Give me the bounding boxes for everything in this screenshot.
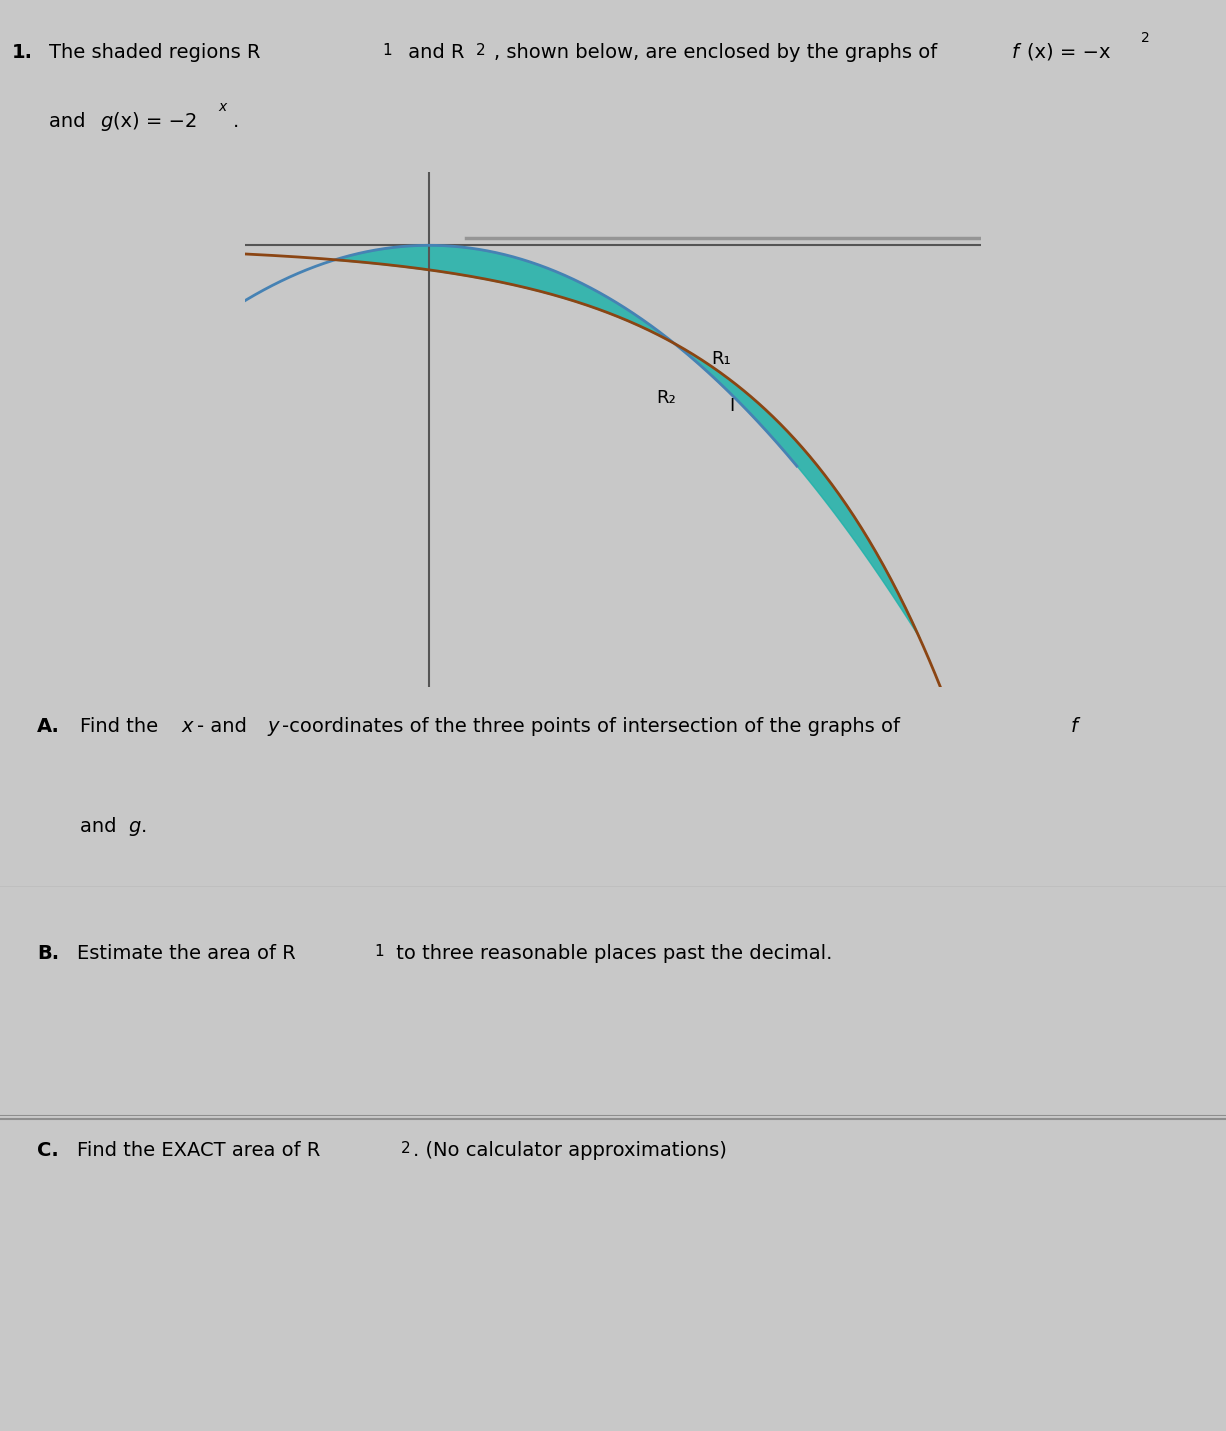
Text: . (No calculator approximations): . (No calculator approximations) — [413, 1142, 727, 1161]
Text: A.: A. — [37, 717, 60, 736]
Text: Find the EXACT area of R: Find the EXACT area of R — [77, 1142, 321, 1161]
Text: f: f — [1070, 717, 1078, 736]
Text: g: g — [129, 817, 141, 836]
Text: and: and — [80, 817, 123, 836]
Text: .: . — [141, 817, 147, 836]
Text: to three reasonable places past the decimal.: to three reasonable places past the deci… — [390, 944, 832, 963]
Text: R₁: R₁ — [711, 351, 731, 368]
Text: f: f — [1011, 43, 1019, 62]
Text: , shown below, are enclosed by the graphs of: , shown below, are enclosed by the graph… — [494, 43, 950, 62]
Text: R₂: R₂ — [656, 389, 676, 406]
Text: 2: 2 — [401, 1142, 411, 1156]
Text: B.: B. — [37, 944, 59, 963]
Text: .: . — [233, 112, 239, 130]
Text: 2: 2 — [1141, 31, 1150, 44]
Text: C.: C. — [37, 1142, 59, 1161]
Text: 1: 1 — [374, 944, 384, 959]
Text: and R: and R — [402, 43, 465, 62]
Text: The shaded regions R: The shaded regions R — [49, 43, 261, 62]
Text: - and: - and — [197, 717, 254, 736]
Text: x: x — [218, 100, 227, 113]
Text: 1.: 1. — [12, 43, 33, 62]
Text: and: and — [49, 112, 92, 130]
Text: 2: 2 — [476, 43, 485, 57]
Text: y: y — [267, 717, 278, 736]
Text: I: I — [729, 396, 734, 415]
Text: 1: 1 — [383, 43, 392, 57]
Text: Estimate the area of R: Estimate the area of R — [77, 944, 295, 963]
Text: -coordinates of the three points of intersection of the graphs of: -coordinates of the three points of inte… — [282, 717, 906, 736]
Text: (x) = −2: (x) = −2 — [113, 112, 197, 130]
Text: Find the: Find the — [80, 717, 164, 736]
Text: x: x — [181, 717, 192, 736]
Text: (x) = −x: (x) = −x — [1027, 43, 1111, 62]
Text: g: g — [101, 112, 113, 130]
